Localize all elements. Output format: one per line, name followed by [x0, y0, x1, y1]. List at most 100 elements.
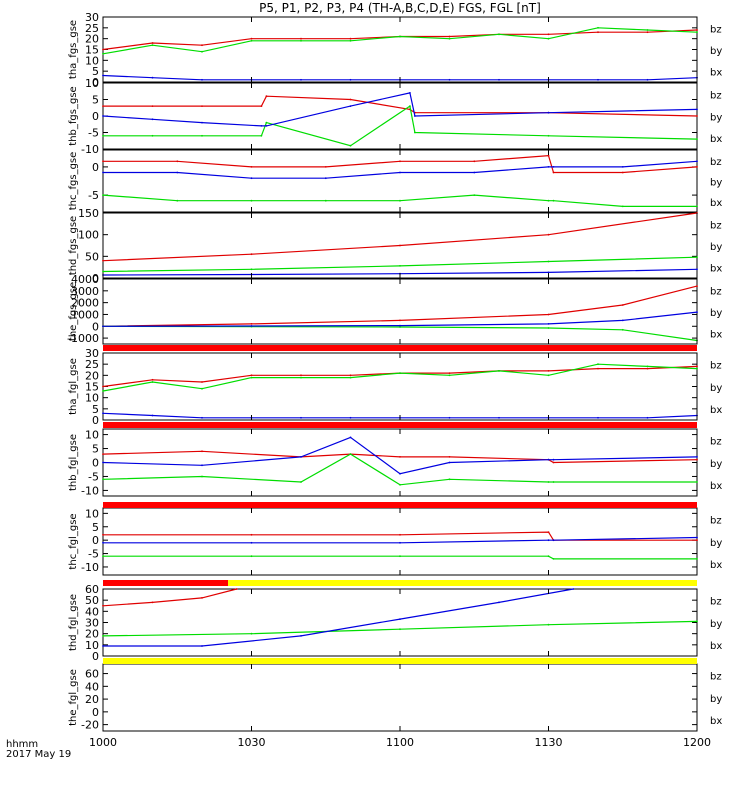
data-point-by: [265, 121, 268, 124]
data-point-bx: [572, 588, 575, 590]
y-tick-label: 0: [92, 457, 99, 470]
data-point-by: [349, 453, 352, 455]
legend-bz: bz: [710, 437, 722, 448]
data-point-bx: [696, 108, 698, 111]
panel-frame: [102, 82, 698, 150]
data-point-bx: [547, 458, 550, 461]
data-point-bx: [696, 268, 698, 271]
data-point-by: [547, 199, 550, 202]
data-point-by: [498, 33, 500, 36]
y-tick-label: 25: [85, 22, 99, 35]
data-point-by: [176, 199, 179, 202]
y-tick-label: 5: [92, 521, 99, 534]
data-point-by: [102, 194, 104, 197]
data-point-bz: [552, 171, 555, 174]
y-tick-label: -20: [81, 719, 99, 732]
data-point-by: [646, 29, 649, 31]
legend-bz: bz: [710, 286, 722, 297]
series-line-by: [102, 256, 698, 273]
legend-by: by: [710, 177, 722, 188]
data-point-bx: [349, 78, 352, 81]
series-line-by: [102, 325, 698, 342]
data-quality-flag-bar: [103, 580, 228, 586]
data-point-bx: [552, 539, 555, 542]
data-point-by: [349, 39, 352, 42]
data-point-bz: [250, 323, 253, 325]
series-line-bx: [103, 536, 698, 544]
data-point-bx: [102, 541, 104, 544]
data-point-bx: [176, 171, 179, 174]
legend-bx: bx: [710, 560, 722, 571]
data-point-bx: [201, 645, 203, 647]
data-point-bx: [696, 160, 698, 163]
data-point-bz: [547, 531, 550, 533]
y-tick-label: 10: [85, 639, 99, 652]
legend-by: by: [710, 619, 722, 630]
data-point-bz: [300, 37, 302, 40]
y-tick-label: -10: [81, 143, 99, 156]
y-tick-label: 60: [85, 583, 99, 596]
data-point-by: [300, 39, 302, 42]
data-point-bx: [696, 311, 698, 313]
data-point-bz: [696, 458, 698, 461]
data-point-bx: [552, 166, 555, 168]
data-point-bx: [498, 416, 500, 419]
series-line-bz: [102, 212, 698, 262]
data-point-bx: [696, 456, 698, 458]
y-tick-label: 20: [85, 628, 99, 641]
data-point-bz: [201, 105, 203, 107]
data-point-bx: [102, 461, 104, 464]
y-tick-label: 30: [85, 347, 99, 360]
data-point-by: [696, 367, 698, 370]
legend-bx: bx: [710, 67, 722, 78]
x-tick-label: 1130: [535, 736, 563, 749]
data-point-bx: [250, 541, 253, 544]
y-tick-label: 150: [78, 207, 99, 220]
data-point-bz: [201, 44, 203, 47]
data-point-by: [646, 365, 649, 368]
y-tick-label: 0: [92, 272, 99, 285]
data-point-bz: [547, 233, 550, 236]
data-point-by: [102, 555, 104, 558]
series-line-bx: [103, 588, 574, 647]
y-tick-label: 0: [92, 76, 99, 89]
y-tick-label: 10: [85, 77, 99, 90]
data-point-by: [552, 199, 555, 202]
data-point-bz: [696, 166, 698, 168]
y-tick-label: -10: [81, 484, 99, 497]
y-axis-label: the_fgl_gse: [68, 669, 79, 726]
data-point-bz: [547, 154, 550, 157]
data-point-bz: [547, 313, 550, 316]
x-tick-label: 1000: [89, 736, 117, 749]
data-point-bz: [547, 370, 550, 372]
legend-bz: bz: [710, 597, 722, 608]
data-point-by: [399, 35, 401, 38]
data-point-bz: [324, 166, 327, 168]
data-point-bz: [235, 588, 238, 590]
data-point-bz: [696, 29, 698, 31]
data-point-by: [597, 363, 599, 366]
data-point-bz: [151, 105, 154, 107]
data-point-bx: [597, 416, 599, 419]
data-point-bz: [102, 604, 104, 607]
data-point-by: [696, 558, 698, 560]
y-tick-label: 25: [85, 358, 99, 371]
y-tick-label: 20: [85, 369, 99, 382]
data-point-bx: [646, 416, 649, 419]
legend-bx: bx: [710, 641, 722, 652]
data-point-bx: [547, 111, 550, 114]
y-tick-label: 10: [85, 392, 99, 405]
data-point-bz: [250, 37, 253, 40]
data-point-by: [399, 483, 401, 486]
data-point-bx: [547, 323, 550, 325]
data-point-bz: [265, 95, 268, 98]
data-point-by: [102, 52, 104, 55]
data-point-by: [399, 199, 401, 202]
data-point-by: [300, 481, 302, 483]
